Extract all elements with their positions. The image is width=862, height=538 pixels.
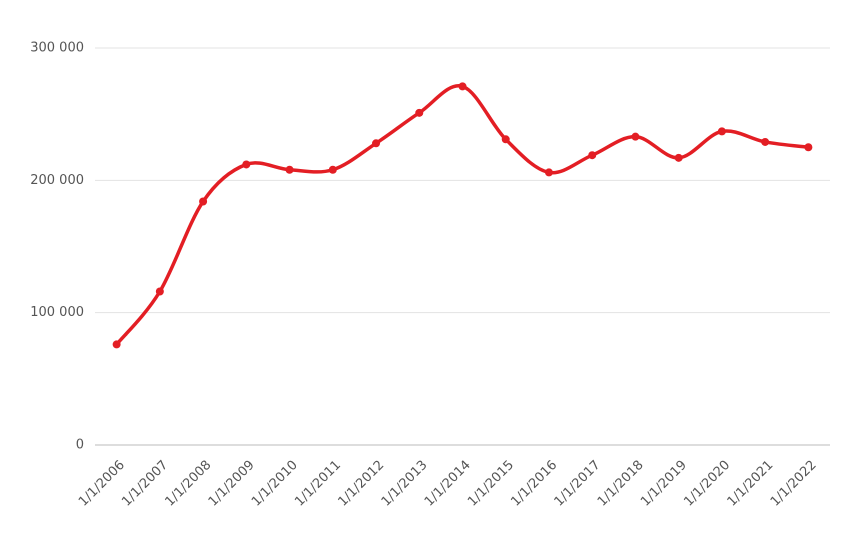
line — [115, 84, 809, 346]
marker — [372, 139, 381, 148]
y-tick-label: 0 — [76, 438, 84, 453]
x-tick-label: 1/1/2010 — [249, 458, 301, 510]
x-tick-label: 1/1/2012 — [335, 458, 387, 510]
x-tick-label: 1/1/2007 — [119, 458, 171, 510]
marker — [631, 132, 640, 141]
marker — [285, 165, 294, 174]
marker — [717, 127, 726, 136]
marker — [155, 287, 164, 296]
x-tick-label: 1/1/2013 — [379, 458, 431, 510]
marker — [544, 168, 553, 177]
marker — [588, 151, 597, 160]
y-tick-label: 200 000 — [30, 173, 84, 188]
marker — [804, 143, 813, 152]
y-tick-label: 100 000 — [30, 305, 84, 320]
marker — [761, 137, 770, 146]
marker — [674, 153, 683, 162]
x-tick-label: 1/1/2017 — [552, 458, 604, 510]
marker — [415, 108, 424, 117]
x-tick-label: 1/1/2011 — [292, 458, 344, 510]
marker — [458, 82, 467, 91]
x-tick-label: 1/1/2016 — [508, 458, 560, 510]
marker — [328, 165, 337, 174]
x-tick-label: 1/1/2018 — [595, 458, 647, 510]
x-tick-label: 1/1/2015 — [465, 458, 517, 510]
x-tick-label: 1/1/2009 — [206, 458, 258, 510]
x-tick-label: 1/1/2014 — [422, 458, 474, 510]
x-tick-label: 1/1/2006 — [76, 458, 128, 510]
marker — [199, 197, 208, 206]
x-tick-label: 1/1/2019 — [638, 458, 690, 510]
marker — [112, 340, 121, 349]
y-tick-label: 300 000 — [30, 41, 84, 56]
x-tick-label: 1/1/2022 — [768, 458, 820, 510]
marker — [242, 160, 251, 169]
x-tick-label: 1/1/2020 — [681, 458, 733, 510]
x-tick-label: 1/1/2008 — [162, 458, 214, 510]
x-tick-label: 1/1/2021 — [725, 458, 777, 510]
marker — [501, 135, 510, 144]
